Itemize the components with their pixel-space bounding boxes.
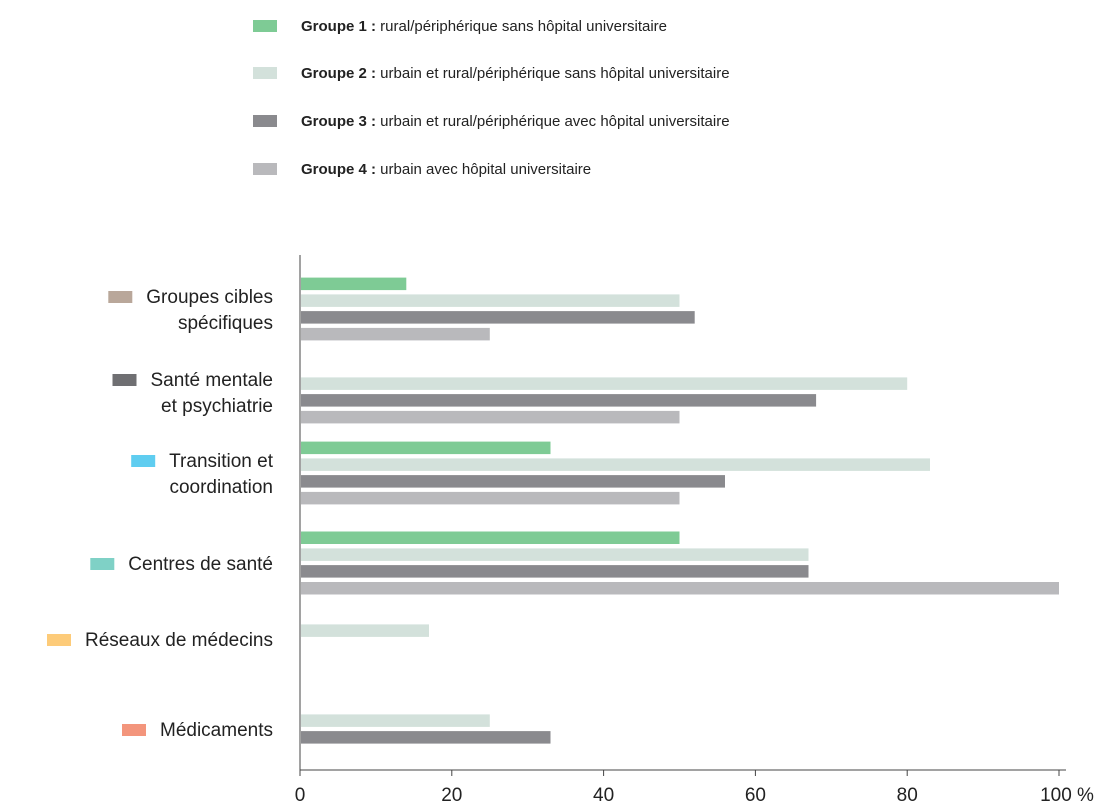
category-swatch-5 — [47, 634, 71, 646]
legend-swatch-groupe-3 — [253, 115, 277, 127]
legend-label-bold: Groupe 2 : — [301, 65, 376, 82]
bar-cat5-groupe-2 — [301, 624, 429, 637]
x-tick-label-100: 100 % — [1040, 785, 1094, 806]
legend-swatch-groupe-2 — [253, 67, 277, 79]
category-swatch-6 — [122, 724, 146, 736]
legend-swatch-groupe-1 — [253, 20, 277, 32]
legend-label-text: urbain avec hôpital universitaire — [376, 161, 591, 178]
category-labels: Groupes cibles spécifiques Santé mentale et… — [47, 287, 274, 741]
bars — [301, 277, 1059, 744]
bar-cat4-groupe-1 — [301, 531, 680, 544]
legend-label-bold: Groupe 1 : — [301, 18, 376, 35]
legend-swatch-groupe-4 — [253, 163, 277, 175]
x-tick-label-20: 20 — [441, 785, 462, 806]
bar-cat3-groupe-4 — [301, 491, 680, 505]
x-tick-label-40: 40 — [593, 785, 614, 806]
category-label-3-line2: coordination — [169, 477, 273, 498]
bar-cat4-groupe-2 — [301, 548, 809, 561]
legend-label-bold: Groupe 3 : — [301, 113, 376, 130]
bar-cat3-groupe-2 — [301, 458, 930, 471]
category-swatch-4 — [90, 558, 115, 570]
bar-cat2-groupe-3 — [301, 394, 817, 407]
legend-label-groupe-2: Groupe 2 : urbain et rural/périphérique … — [301, 65, 730, 82]
bar-cat6-groupe-3 — [301, 731, 551, 744]
category-label-3: Transition et — [169, 451, 274, 472]
category-swatch-2 — [112, 374, 137, 386]
category-label-2-line2: et psychiatrie — [161, 396, 273, 417]
category-label-4: Centres de santé — [128, 554, 273, 575]
category-label-1: Groupes cibles — [146, 287, 273, 308]
category-swatch-1 — [108, 291, 133, 303]
legend-label-text: rural/périphérique sans hôpital universi… — [376, 18, 667, 35]
legend-label-groupe-1: Groupe 1 : rural/périphérique sans hôpit… — [301, 18, 667, 35]
legend-label-groupe-3: Groupe 3 : urbain et rural/périphérique … — [301, 113, 730, 130]
x-tick-label-0: 0 — [295, 785, 306, 806]
category-swatch-3 — [131, 455, 156, 467]
legend-label-groupe-4: Groupe 4 : urbain avec hôpital universit… — [301, 161, 591, 178]
bar-cat2-groupe-2 — [301, 377, 908, 390]
bar-cat6-groupe-2 — [301, 714, 490, 727]
bar-cat2-groupe-4 — [301, 410, 680, 424]
category-label-6: Médicaments — [160, 720, 273, 741]
bar-cat1-groupe-1 — [301, 277, 407, 291]
legend-label-text: urbain et rural/périphérique avec hôpita… — [376, 113, 730, 130]
bar-cat4-groupe-3 — [301, 565, 809, 578]
legend: Groupe 1 : rural/périphérique sans hôpit… — [253, 18, 730, 178]
bar-cat1-groupe-2 — [301, 294, 680, 307]
x-tick-label-80: 80 — [897, 785, 918, 806]
category-label-2: Santé mentale — [150, 370, 273, 391]
category-label-5: Réseaux de médecins — [85, 630, 273, 651]
x-tick-label-60: 60 — [745, 785, 766, 806]
legend-label-text: urbain et rural/périphérique sans hôpita… — [376, 65, 730, 82]
bar-cat3-groupe-3 — [301, 475, 725, 488]
bar-cat4-groupe-4 — [301, 582, 1059, 595]
bar-cat1-groupe-4 — [301, 327, 490, 341]
axes: 0 20 40 60 80 100 % — [295, 255, 1094, 806]
legend-label-bold: Groupe 4 : — [301, 161, 376, 178]
bar-cat1-groupe-3 — [301, 311, 695, 324]
bar-cat3-groupe-1 — [301, 441, 551, 455]
category-label-1-line2: spécifiques — [178, 313, 273, 334]
